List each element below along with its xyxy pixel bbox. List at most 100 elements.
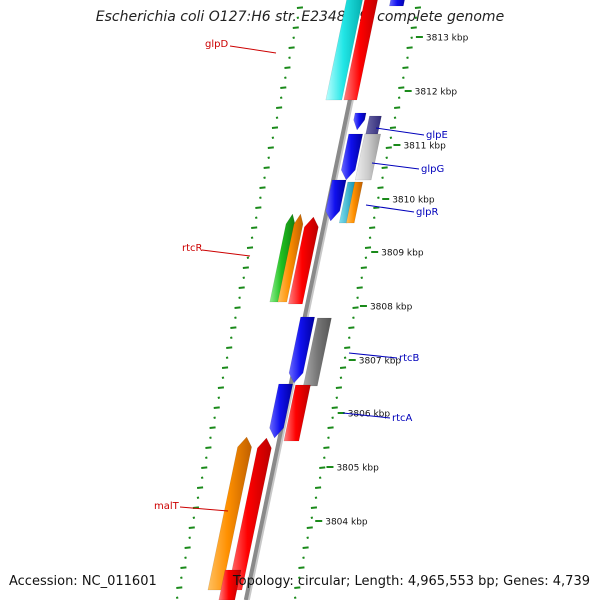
tick-mark [259,196,262,199]
gene-label-leader [365,204,415,213]
tick-mark [310,506,318,509]
gene-rtcB-left [288,316,315,384]
gene-label-leader [179,506,229,512]
tick-mark [372,216,376,219]
tick-mark [217,386,224,389]
tick-mark [298,566,305,569]
tick-mark [306,526,313,529]
tick-mark [267,156,271,159]
tick-mark [402,76,405,79]
tick-mark [397,96,401,99]
tick-mark [296,6,304,9]
tick-mark [221,376,225,379]
tick-mark [184,556,187,559]
scale-label: 3811 kbp [403,142,446,152]
tick-mark [331,416,334,419]
tick-mark [414,16,418,19]
tick-mark [251,226,258,229]
tick-mark [360,276,364,279]
gene-rtcR-mid [277,213,304,303]
tick-mark [288,56,291,59]
gene-label-leader [342,412,391,419]
tick-mark [339,376,343,379]
tick-mark [314,486,322,489]
scale-label: 3806 kbp [348,410,391,420]
tick-mark [344,346,351,349]
tick-mark [306,536,309,539]
tick-mark [385,146,392,149]
tick-mark [385,156,389,159]
tick-mark [310,516,314,519]
tick-mark [389,126,397,129]
gene-label-leader [201,249,251,257]
tick-mark [335,396,339,399]
tick-mark [302,546,309,549]
tick-mark [242,276,246,279]
gene-rtcA [283,384,311,442]
tick-mark [319,466,326,469]
tick-mark [373,206,380,209]
tick-mark [288,46,295,49]
gene-glpG-left [340,133,364,181]
tick-mark [323,456,326,459]
gene-label-glpE: glpE [426,130,448,141]
gene-glpE [365,115,382,135]
tick-mark [238,296,241,299]
tick-mark [298,576,301,579]
tick-mark [327,426,334,429]
gene-label-rtcR: rtcR [182,243,203,254]
gene-label-malT: malT [154,501,180,512]
tick-mark [221,366,229,369]
tick-mark [356,296,359,299]
genome-summary-text: Topology: circular; Length: 4,965,553 bp… [232,574,590,589]
tick-mark [255,206,262,209]
tick-mark [318,476,322,479]
tick-mark [200,476,204,479]
gene-glpR-left [325,179,347,222]
gene-label-rtcB: rtcB [399,353,420,364]
tick-mark [184,546,191,549]
tick-mark [196,486,204,489]
gene-glpD-upstream [325,0,363,101]
gene-label-leader [375,127,425,136]
scale-label: 3804 kbp [325,518,368,528]
tick-mark [339,366,347,369]
tick-mark [225,356,229,359]
tick-mark [201,466,208,469]
map-title: Escherichia coli O127:H6 str. E2348/69, … [95,9,505,25]
tick-mark [296,16,300,19]
tick-mark [180,576,183,579]
tick-mark [398,86,405,89]
tick-mark [352,306,359,309]
gene-rtcA-left [269,383,294,439]
tick-mark [293,596,297,599]
gene-malT-tail [218,569,242,600]
tick-mark [271,126,279,129]
tick-mark [369,226,376,229]
accession-text: Accession: NC_011601 [9,574,157,589]
tick-mark [331,406,338,409]
tick-mark [275,116,279,119]
gene-malT-upstream [207,436,252,591]
gene-glpR [345,181,364,224]
tick-mark [406,46,413,49]
tick-mark [394,106,401,109]
tick-mark [263,166,270,169]
gene-glpD [343,0,378,101]
gene-label-leader [348,352,398,359]
tick-mark [271,136,275,139]
gene-glpE-left [353,112,367,131]
tick-mark [230,326,237,329]
tick-mark [267,146,274,149]
scale-label: 3808 kbp [370,303,413,313]
tick-mark [209,426,216,429]
scale-label: 3810 kbp [392,196,435,206]
tick-mark [284,66,291,69]
tick-mark [377,196,380,199]
tick-mark [348,326,355,329]
tick-mark [335,386,342,389]
gene-label-rtcA: rtcA [392,413,413,424]
tick-mark [352,316,355,319]
tick-mark [360,266,367,269]
tick-mark [292,36,295,39]
